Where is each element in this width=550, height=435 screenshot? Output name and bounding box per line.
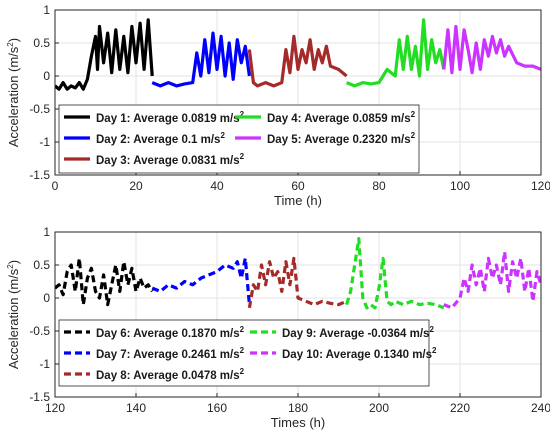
y-tick-label: -0.5 (29, 324, 50, 338)
legend-label: Day 5: Average 0.2320 m/s2 (267, 131, 416, 146)
legend-label: Day 10: Average 0.1340 m/s2 (282, 346, 437, 361)
legend-label: Day 6: Average 0.1870 m/s2 (96, 325, 245, 340)
y-tick-label: -1.5 (29, 390, 50, 404)
legend-label-sup: 2 (411, 131, 416, 140)
x-axis-label: Times (h) (271, 415, 325, 430)
y-tick-label: -1 (39, 357, 50, 371)
x-tick-label: 20 (129, 179, 143, 193)
x-tick-label: 80 (372, 179, 386, 193)
series-line-day-5 (442, 24, 541, 75)
series-line-day-10 (443, 250, 541, 310)
series-line-day-6 (55, 256, 154, 307)
series-line-day-9 (345, 237, 445, 310)
y-tick-label: -1 (39, 135, 50, 149)
y-axis-label: Acceleration (m/s2) (6, 38, 21, 147)
legend-label-sup: 2 (240, 346, 245, 355)
legend-label-text: Day 1: Average 0.0819 m/s (96, 113, 240, 125)
x-tick-label: 160 (207, 401, 227, 415)
x-tick-label: 40 (210, 179, 224, 193)
x-tick-label: 0 (52, 179, 59, 193)
x-tick-label: 120 (45, 401, 65, 415)
legend-label-sup: 2 (240, 367, 245, 376)
legend-label-sup: 2 (220, 131, 225, 140)
legend-label: Day 8: Average 0.0478 m/s2 (96, 367, 245, 382)
legend-label-text: Day 2: Average 0.1 m/s (96, 134, 220, 146)
x-tick-label: 180 (288, 401, 308, 415)
y-axis-label: Acceleration (m/s2) (6, 260, 21, 369)
legend-label-text: Day 6: Average 0.1870 m/s (96, 328, 240, 340)
legend-box (58, 319, 430, 387)
x-tick-label: 200 (369, 401, 389, 415)
chart-2: 120 140 160 180 200 220 240 -1.5 -1 -0.5 0 0.5 1 Time… (6, 225, 550, 430)
legend-label: Day 3: Average 0.0831 m/s2 (96, 152, 245, 167)
legend-label-sup: 2 (429, 325, 434, 334)
legend-label-sup: 2 (240, 152, 245, 161)
legend-label: Day 1: Average 0.0819 m/s2 (96, 110, 245, 125)
legend-label-text: Day 8: Average 0.0478 m/s (96, 370, 240, 382)
y-tick-label: 0.5 (33, 258, 50, 272)
x-tick-label: 220 (450, 401, 470, 415)
legend-label: Day 4: Average 0.0859 m/s2 (267, 110, 416, 125)
legend-label: Day 7: Average 0.2461 m/s2 (96, 346, 245, 361)
x-tick-label: 60 (291, 179, 305, 193)
series-line-day-3 (247, 34, 348, 88)
y-axis-label-sup: 2 (6, 42, 15, 47)
y-tick-label: 0.5 (33, 36, 50, 50)
series-line-day-8 (247, 256, 348, 309)
legend-label-text: Day 9: Average -0.0364 m/s (282, 328, 429, 340)
y-axis-label-close: ) (6, 38, 21, 42)
x-tick-label: 140 (126, 401, 146, 415)
legend-label-text: Day 7: Average 0.2461 m/s (96, 349, 240, 361)
legend-label-text: Day 10: Average 0.1340 m/s (282, 349, 432, 361)
series-line-day-4 (345, 18, 446, 88)
legend-label-sup: 2 (432, 346, 437, 355)
legend-label-sup: 2 (240, 325, 245, 334)
y-axis-label-text: Acceleration (m/s (6, 268, 21, 369)
x-axis-label: Time (h) (274, 193, 322, 208)
legend-label: Day 9: Average -0.0364 m/s2 (282, 325, 434, 340)
legend-label-text: Day 4: Average 0.0859 m/s (267, 113, 411, 125)
y-tick-label: 1 (43, 225, 50, 239)
x-tick-label: 240 (531, 401, 550, 415)
y-tick-label: 0 (43, 69, 50, 83)
series-line-day-1 (55, 18, 154, 91)
x-tick-label: 100 (450, 179, 470, 193)
y-axis-label-close: ) (6, 260, 21, 264)
y-tick-label: -0.5 (29, 102, 50, 116)
y-tick-label: 0 (43, 291, 50, 305)
chart-1: 0 20 40 60 80 100 120 -1.5 -1 -0.5 0 0.5 1 Time (h) Ac… (6, 3, 550, 208)
legend-label-sup: 2 (411, 110, 416, 119)
y-axis-label-sup: 2 (6, 264, 15, 269)
series-line-day-7 (151, 256, 251, 305)
y-tick-label: -1.5 (29, 168, 50, 182)
y-tick-label: 1 (43, 3, 50, 17)
legend-label-text: Day 5: Average 0.2320 m/s (267, 134, 411, 146)
legend-label-sup: 2 (240, 110, 245, 119)
x-tick-label: 120 (531, 179, 550, 193)
legend-label: Day 2: Average 0.1 m/s2 (96, 131, 225, 146)
legend-label-text: Day 3: Average 0.0831 m/s (96, 155, 240, 167)
series-line-day-2 (151, 31, 251, 88)
y-axis-label-text: Acceleration (m/s (6, 46, 21, 147)
